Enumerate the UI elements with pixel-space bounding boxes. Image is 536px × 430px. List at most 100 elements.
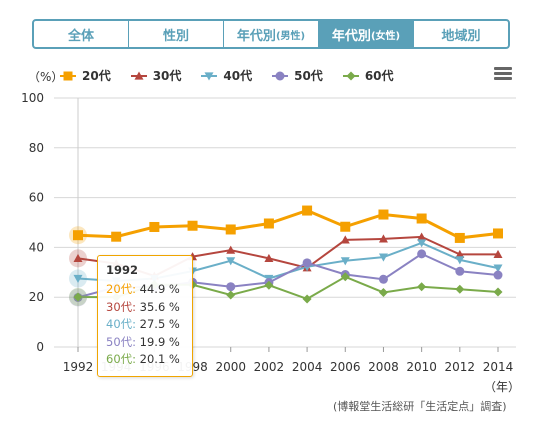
data-point-0[interactable] (416, 213, 427, 224)
data-point-2[interactable] (340, 257, 350, 266)
data-point-1[interactable] (264, 253, 274, 262)
data-point-2[interactable] (455, 256, 465, 265)
x-tick-label: 2012 (445, 360, 476, 374)
tab-label: 全体 (67, 28, 94, 44)
tooltip-series-label: 50代 (106, 334, 133, 349)
data-point-1[interactable] (455, 249, 465, 258)
tab-3[interactable]: 年代別 (女性) (319, 21, 414, 47)
y-tick-label: 80 (29, 141, 44, 155)
legend-item-4[interactable]: 60代 (342, 67, 394, 84)
data-point-4[interactable] (264, 280, 274, 290)
x-tick-label: 1992 (63, 360, 94, 374)
tab-label: 年代別 (236, 28, 276, 44)
tooltip-series-value: 35.6 % (139, 299, 180, 314)
data-point-4[interactable] (455, 284, 465, 294)
x-tick-label: 2010 (406, 360, 437, 374)
menu-bar (494, 72, 512, 75)
data-point-2[interactable] (417, 239, 427, 248)
data-point-1[interactable] (378, 234, 388, 243)
menu-bar (494, 67, 512, 70)
legend-item-1[interactable]: 30代 (130, 67, 182, 84)
data-point-4[interactable] (378, 287, 388, 297)
source-note: (博報堂生活総研「生活定点」調査) (333, 400, 507, 413)
tooltip-series-value: 19.9 % (139, 334, 180, 349)
tab-0[interactable]: 全体 (34, 21, 129, 47)
data-point-4[interactable] (340, 272, 350, 282)
data-point-4[interactable] (226, 290, 236, 300)
menu-bar (494, 77, 512, 80)
y-tick-label: 20 (29, 290, 44, 304)
y-tick-label: 40 (29, 240, 44, 254)
data-point-1[interactable] (493, 249, 503, 258)
data-point-4[interactable] (417, 282, 427, 292)
tab-2[interactable]: 年代別 (男性) (224, 21, 319, 47)
data-point-0[interactable] (454, 232, 465, 243)
data-point-0[interactable] (263, 218, 274, 229)
data-point-4[interactable] (493, 287, 503, 297)
x-tick-label: 2006 (330, 360, 361, 374)
tooltip-series-label: 20代 (106, 282, 133, 297)
data-point-1[interactable] (340, 235, 350, 244)
tooltip-row: 20代: 44.9 % (106, 282, 180, 297)
tooltip-series-value: 20.1 % (139, 352, 180, 367)
data-point-0[interactable] (111, 231, 122, 242)
data-point-3[interactable] (302, 258, 312, 268)
tooltip-row: 40代: 27.5 % (106, 317, 180, 332)
data-point-2[interactable] (73, 274, 83, 284)
chart-menu-icon[interactable] (494, 67, 512, 81)
data-point-0[interactable] (302, 205, 313, 216)
data-point-3[interactable] (493, 270, 503, 280)
data-point-0[interactable] (149, 221, 160, 232)
tooltip-series-label: 60代 (106, 352, 133, 367)
data-point-3[interactable] (378, 274, 388, 284)
data-point-3[interactable] (417, 249, 427, 259)
chart-legend: 20代 30代 40代 50代 60代 (60, 67, 414, 84)
legend-swatch (130, 71, 147, 80)
y-unit-label: （%） (28, 70, 64, 84)
data-point-1[interactable] (417, 232, 427, 241)
legend-item-3[interactable]: 50代 (272, 67, 323, 84)
data-point-2[interactable] (378, 253, 388, 262)
data-point-3[interactable] (226, 282, 236, 292)
data-point-0[interactable] (340, 221, 351, 232)
tab-suffix: (男性) (275, 30, 306, 42)
data-point-0[interactable] (187, 220, 198, 231)
legend-label: 30代 (152, 69, 182, 83)
legend-swatch (201, 71, 218, 80)
data-point-0[interactable] (493, 228, 503, 239)
data-point-0[interactable] (73, 230, 83, 241)
legend-item-0[interactable]: 20代 (60, 67, 111, 84)
y-tick-label: 100 (21, 91, 44, 105)
data-point-0[interactable] (378, 209, 389, 220)
legend-item-2[interactable]: 40代 (201, 67, 252, 84)
legend-label: 40代 (223, 69, 253, 83)
legend-label: 60代 (364, 69, 394, 83)
legend-swatch (342, 71, 359, 80)
tab-label: 性別 (162, 28, 189, 44)
tab-1[interactable]: 性別 (129, 21, 224, 47)
data-point-3[interactable] (455, 266, 465, 276)
legend-swatch (60, 71, 76, 80)
data-point-4[interactable] (302, 294, 312, 304)
x-tick-label: 2014 (483, 360, 514, 374)
x-tick-label: 2002 (254, 360, 285, 374)
tab-4[interactable]: 地域別 (414, 21, 508, 47)
tab-suffix: (女性) (370, 30, 401, 42)
data-point-4[interactable] (73, 292, 83, 302)
tooltip-year: 1992 (106, 263, 139, 277)
x-tick-label: 2000 (215, 360, 246, 374)
data-point-2[interactable] (493, 264, 503, 273)
legend-swatch (272, 71, 289, 80)
tooltip-row: 30代: 35.6 % (106, 299, 180, 314)
data-point-1[interactable] (226, 245, 236, 254)
data-point-2[interactable] (226, 257, 236, 266)
tab-label: 地域別 (441, 28, 481, 44)
data-point-0[interactable] (225, 224, 236, 235)
tooltip-series-label: 40代 (106, 317, 133, 332)
legend-label: 20代 (82, 69, 111, 83)
data-point-1[interactable] (73, 253, 83, 262)
x-tick-label: 2008 (368, 360, 399, 374)
series-line-0 (77, 208, 499, 240)
legend-label: 50代 (294, 69, 323, 83)
